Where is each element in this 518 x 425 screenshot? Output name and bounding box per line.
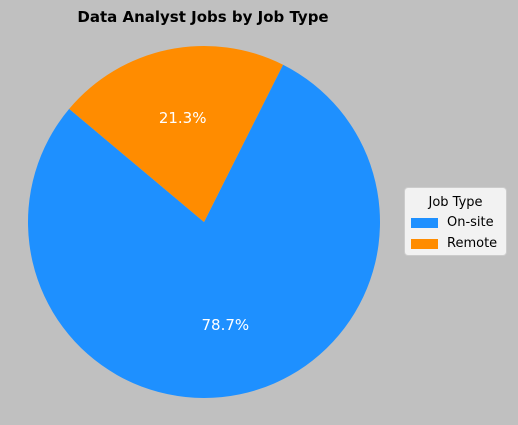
legend-label-remote: Remote (447, 236, 498, 251)
legend-swatch-on-site (411, 217, 438, 228)
legend-item-on-site: On-site (405, 212, 506, 233)
legend: Job Type On-site Remote (404, 187, 507, 256)
legend-item-remote: Remote (405, 233, 506, 254)
legend-label-on-site: On-site (447, 215, 494, 230)
chart-title: Data Analyst Jobs by Job Type (77, 8, 328, 26)
pie-percent-label-on-site: 78.7% (202, 316, 250, 334)
pie-slice-remote (69, 45, 284, 222)
pie-percent-label-remote: 21.3% (159, 109, 207, 127)
pie-percent-labels: 78.7% 21.3% (159, 109, 249, 334)
pie-slices (28, 45, 381, 398)
legend-title: Job Type (428, 195, 483, 210)
pie-slice-on-site (28, 64, 381, 398)
legend-swatch-remote (411, 238, 438, 249)
